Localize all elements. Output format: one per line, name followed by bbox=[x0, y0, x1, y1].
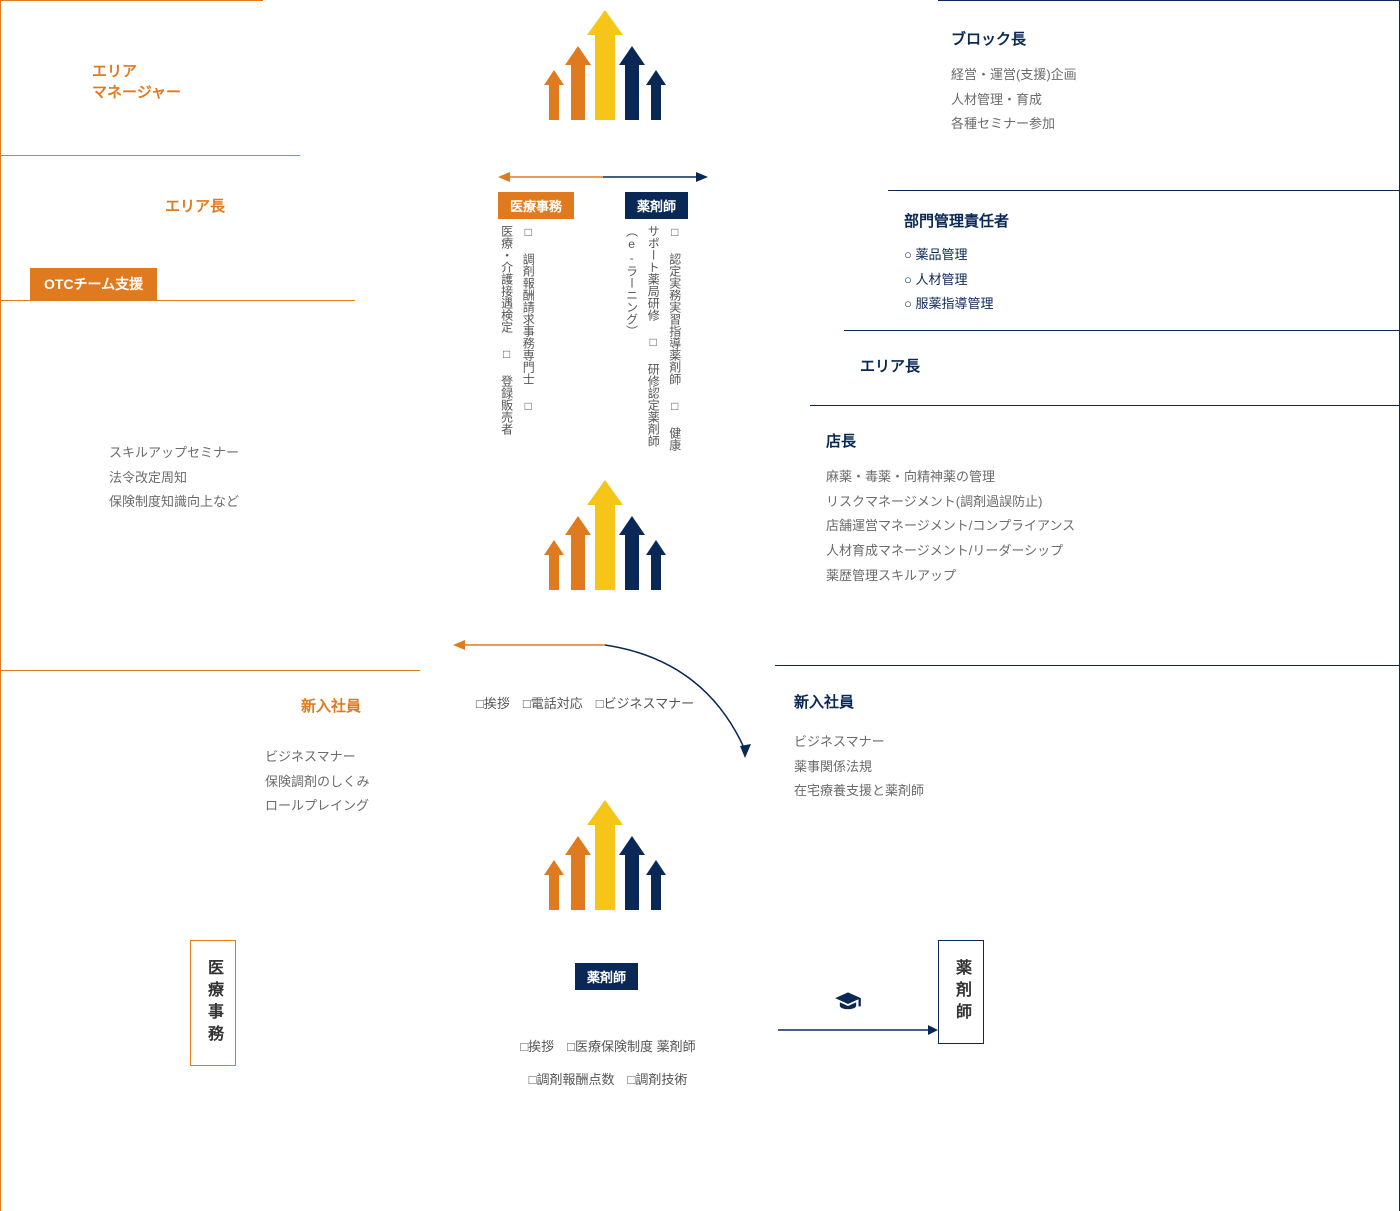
dept-manager-item: ○ 薬品管理 bbox=[904, 243, 1009, 268]
block-chief-item: 人材管理・育成 bbox=[951, 88, 1077, 113]
new-employee-right-title: 新入社員 bbox=[794, 691, 924, 712]
new-emp-left-item: ビジネスマナー bbox=[265, 745, 370, 770]
skill-item: 保険制度知識向上など bbox=[109, 490, 239, 515]
graduate-icon bbox=[834, 990, 862, 1023]
medical-office-tag: 医療事務 bbox=[498, 192, 574, 219]
store-mgr-item: 薬歴管理スキルアップ bbox=[826, 564, 1075, 589]
medical-office-box: 医療事務 bbox=[190, 940, 236, 1066]
new-emp-right-item: 薬事関係法規 bbox=[794, 755, 924, 780]
new-emp-left-item: 保険調剤のしくみ bbox=[265, 770, 370, 795]
vert-right-col: □ 認定実務実習指導薬剤師 □ 健康サポート薬局研修 □ 研修認定薬剤師（e-ラ… bbox=[620, 225, 685, 455]
store-mgr-item: リスクマネージメント(調剤過誤防止) bbox=[826, 490, 1075, 515]
pharmacist-tag-bottom: 薬剤師 bbox=[575, 963, 638, 990]
block-chief-title: ブロック長 bbox=[951, 28, 1077, 49]
dept-manager-item: ○ 人材管理 bbox=[904, 268, 1009, 293]
area-chief-right: エリア長 bbox=[860, 355, 920, 376]
pharmacist-box: 薬剤師 bbox=[938, 940, 984, 1044]
bottom-checklist-2: □調剤報酬点数 □調剤技術 bbox=[483, 1068, 733, 1093]
new-emp-right-item: ビジネスマナー bbox=[794, 730, 924, 755]
area-manager-title-1: エリア bbox=[92, 60, 181, 81]
block-chief-item: 各種セミナー参加 bbox=[951, 112, 1077, 137]
skill-item: スキルアップセミナー bbox=[109, 441, 239, 466]
pharmacist-tag-top: 薬剤師 bbox=[625, 192, 688, 219]
arrow-cluster-mid bbox=[540, 480, 670, 590]
dept-manager-item: ○ 服薬指導管理 bbox=[904, 292, 1009, 317]
diverge-arrows-top bbox=[498, 168, 708, 186]
arrow-cluster-bottom bbox=[540, 800, 670, 910]
skill-item: 法令改定周知 bbox=[109, 466, 239, 491]
mid-checklist: □挨拶 □電話対応 □ビジネスマナー bbox=[476, 692, 694, 717]
otc-badge: OTCチーム支援 bbox=[30, 268, 157, 300]
new-emp-right-item: 在宅療養支援と薬剤師 bbox=[794, 779, 924, 804]
block-chief-item: 経営・運営(支援)企画 bbox=[951, 63, 1077, 88]
vert-left-col: □ 調剤報酬請求事務専門士 □ 医療・介護接遇検定 □ 登録販売者 bbox=[495, 225, 538, 435]
dept-manager-title: 部門管理責任者 bbox=[904, 210, 1009, 231]
store-mgr-item: 人材育成マネージメント/リーダーシップ bbox=[826, 539, 1075, 564]
new-employee-left-title: 新入社員 bbox=[301, 695, 361, 716]
store-mgr-item: 店舗運営マネージメント/コンプライアンス bbox=[826, 514, 1075, 539]
area-manager-title-2: マネージャー bbox=[92, 81, 181, 102]
arrow-cluster-top bbox=[540, 10, 670, 120]
store-mgr-title: 店長 bbox=[826, 430, 1075, 451]
new-emp-left-item: ロールプレイング bbox=[265, 794, 370, 819]
arrow-to-pharmacist bbox=[778, 1020, 938, 1040]
area-chief-left: エリア長 bbox=[165, 195, 225, 216]
store-mgr-item: 麻薬・毒薬・向精神薬の管理 bbox=[826, 465, 1075, 490]
bottom-checklist-1: □挨拶 □医療保険制度 薬剤師 bbox=[483, 1035, 733, 1060]
